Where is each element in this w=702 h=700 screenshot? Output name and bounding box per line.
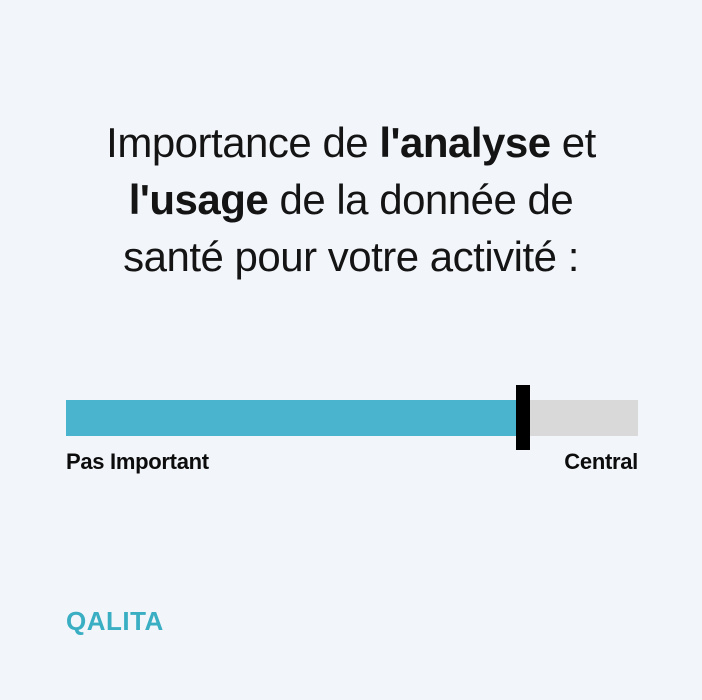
title-text: Importance de [106, 119, 380, 166]
slider-labels: Pas Important Central [66, 449, 638, 475]
title-text: santé pour votre activité : [123, 233, 579, 280]
slider-max-label: Central [564, 449, 638, 474]
title-text-bold: l'usage [128, 176, 269, 223]
slider-fill [66, 400, 517, 436]
slider-min-label: Pas Important [66, 449, 209, 474]
question-title: Importance de l'analyse et l'usage de la… [0, 114, 702, 285]
qalita-logo: QALITA [66, 606, 164, 636]
title-text-bold: l'analyse [379, 119, 551, 166]
title-line-1: Importance de l'analyse et [0, 114, 702, 171]
slider-track[interactable] [66, 385, 638, 450]
slider-handle[interactable] [516, 385, 531, 450]
title-text: de la donnée de [268, 176, 574, 223]
importance-slider[interactable]: Pas Important Central [66, 385, 638, 475]
title-text: et [550, 119, 597, 166]
title-line-2: l'usage de la donnée de [0, 171, 702, 228]
title-line-3: santé pour votre activité : [0, 228, 702, 285]
